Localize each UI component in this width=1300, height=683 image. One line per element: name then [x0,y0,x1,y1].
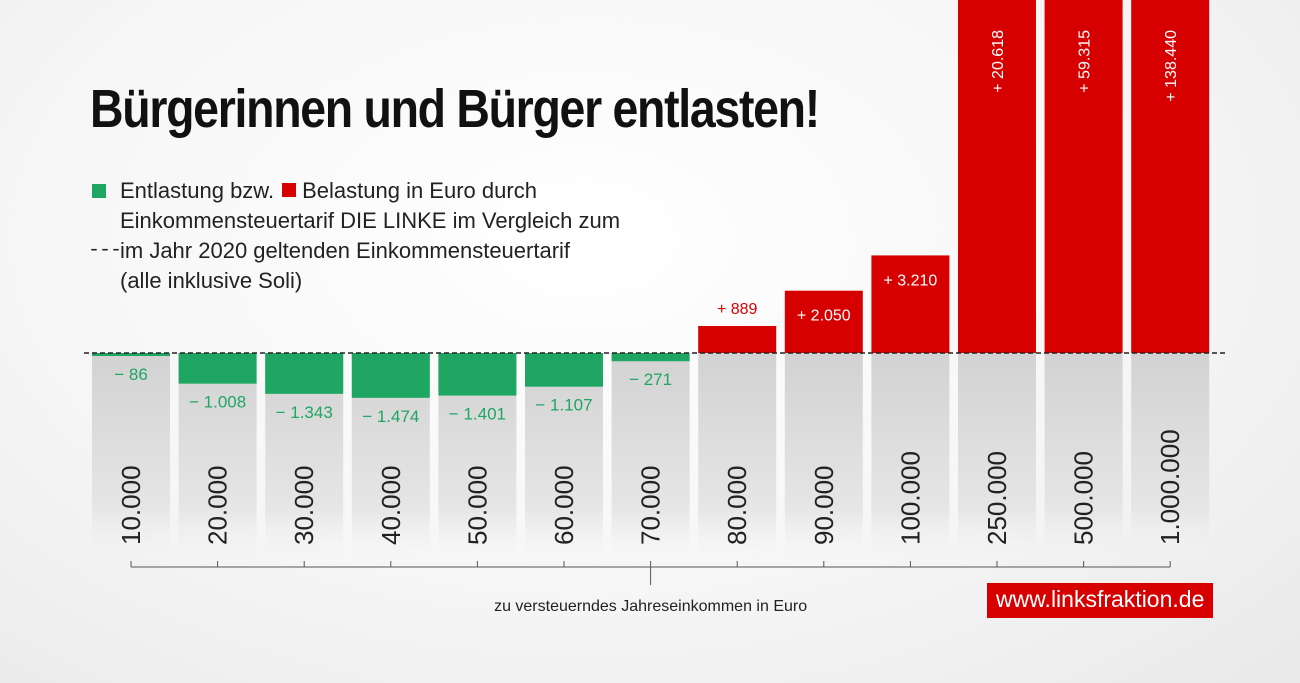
bar-entlastung [611,353,690,362]
bar-belastung [871,255,950,353]
category-column-bg [525,353,603,562]
bar-value-label: − 1.401 [449,405,506,424]
category-column-bg [92,353,170,562]
legend-line-2: Einkommensteuertarif DIE LINKE im Vergle… [120,208,621,233]
bar-value-label: − 1.107 [535,396,592,415]
bar-value-label: − 1.008 [189,393,246,412]
bar-value-label: + 59.315 [1077,30,1094,93]
legend: Entlastung bzw. Belastung in Euro durch E… [88,176,620,296]
bar-entlastung [438,353,517,396]
x-axis-label: zu versteuerndes Jahreseinkommen in Euro [494,598,807,615]
category-label: 50.000 [462,465,492,545]
category-label: 100.000 [895,451,925,545]
legend-line-3: --- im Jahr 2020 geltenden Einkommensteue… [88,236,620,266]
bar-value-label: − 1.343 [276,403,333,422]
bar-entlastung [351,353,430,398]
bar-belastung [784,290,863,353]
chart-title: Bürgerinnen und Bürger entlasten! [90,79,820,139]
category-label: 30.000 [289,465,319,545]
category-label: 250.000 [982,451,1012,545]
category-column-bg [784,353,863,562]
category-label: 1.000.000 [1155,429,1185,545]
bar-value-label: + 138.440 [1163,30,1180,102]
bar-value-label: + 2.050 [797,308,851,325]
category-label: 40.000 [376,465,406,545]
legend-dash-line-icon: --- [88,239,122,262]
bar-value-label: − 1.474 [362,407,419,426]
category-label: 500.000 [1069,451,1099,545]
bar-belastung [698,325,777,353]
category-column-bg [958,353,1036,562]
website-url: www.linksfraktion.de [987,583,1214,618]
bar-value-label: + 3.210 [883,272,937,289]
bar-value-label: − 271 [629,370,672,389]
category-label: 20.000 [203,465,233,545]
bar-entlastung [92,353,170,356]
category-label: 10.000 [116,465,146,545]
bar-value-label: + 889 [717,301,758,318]
category-label: 90.000 [809,465,839,545]
legend-belastung-label: Belastung in Euro durch [302,178,537,203]
bar-entlastung [265,353,344,394]
category-column-bg [1131,353,1210,562]
category-label: 80.000 [722,465,752,545]
bar-belastung-truncated [958,0,1036,353]
bar-belastung-truncated [1044,0,1123,353]
category-column-bg [178,353,257,562]
bar-value-label: − 86 [114,365,148,384]
legend-entlastung-label: Entlastung bzw. [120,178,275,203]
legend-green-square-icon [92,184,106,198]
legend-line-4: (alle inklusive Soli) [120,268,303,293]
category-label: 70.000 [636,465,666,545]
bar-entlastung [178,353,257,384]
legend-red-square-icon [282,183,297,197]
category-column-bg [871,353,950,562]
bar-value-label: + 20.618 [990,30,1007,93]
bar-belastung-truncated [1131,0,1210,353]
legend-line-1: Entlastung bzw. Belastung in Euro durch [88,176,620,206]
legend-line-3-text: im Jahr 2020 geltenden Einkommensteuerta… [120,238,571,263]
category-label: 60.000 [549,465,579,545]
category-column-bg [698,353,777,562]
category-column-bg [611,353,690,562]
bar-entlastung [525,353,603,387]
category-column-bg [1044,353,1123,562]
